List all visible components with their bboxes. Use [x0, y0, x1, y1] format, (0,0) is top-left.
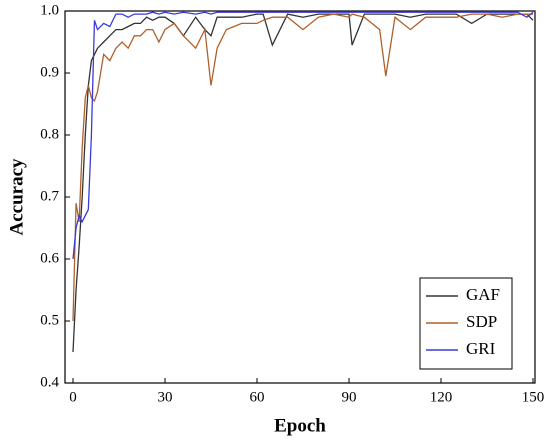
y-tick-label: 1.0 — [40, 2, 59, 18]
y-tick-label: 0.9 — [40, 64, 59, 80]
y-tick-label: 0.5 — [40, 312, 59, 328]
y-tick-label: 0.4 — [40, 374, 59, 390]
legend-label: GRI — [466, 339, 496, 358]
series-line — [72, 13, 533, 322]
y-tick-label: 0.8 — [40, 126, 59, 142]
x-tick-label: 90 — [342, 389, 357, 405]
x-tick-label: 60 — [250, 389, 265, 405]
x-axis-label: Epoch — [274, 415, 326, 436]
y-tick-label: 0.6 — [40, 250, 59, 266]
series-line — [72, 13, 534, 353]
x-tick-label: 0 — [69, 389, 77, 405]
y-tick-label: 0.7 — [40, 188, 59, 204]
legend-label: GAF — [466, 285, 500, 304]
y-axis-label: Accuracy — [6, 158, 27, 236]
legend-label: SDP — [466, 312, 497, 331]
x-tick-label: 150 — [522, 389, 545, 405]
series-line — [72, 11, 534, 260]
x-tick-label: 120 — [430, 389, 453, 405]
x-tick-label: 30 — [158, 389, 173, 405]
